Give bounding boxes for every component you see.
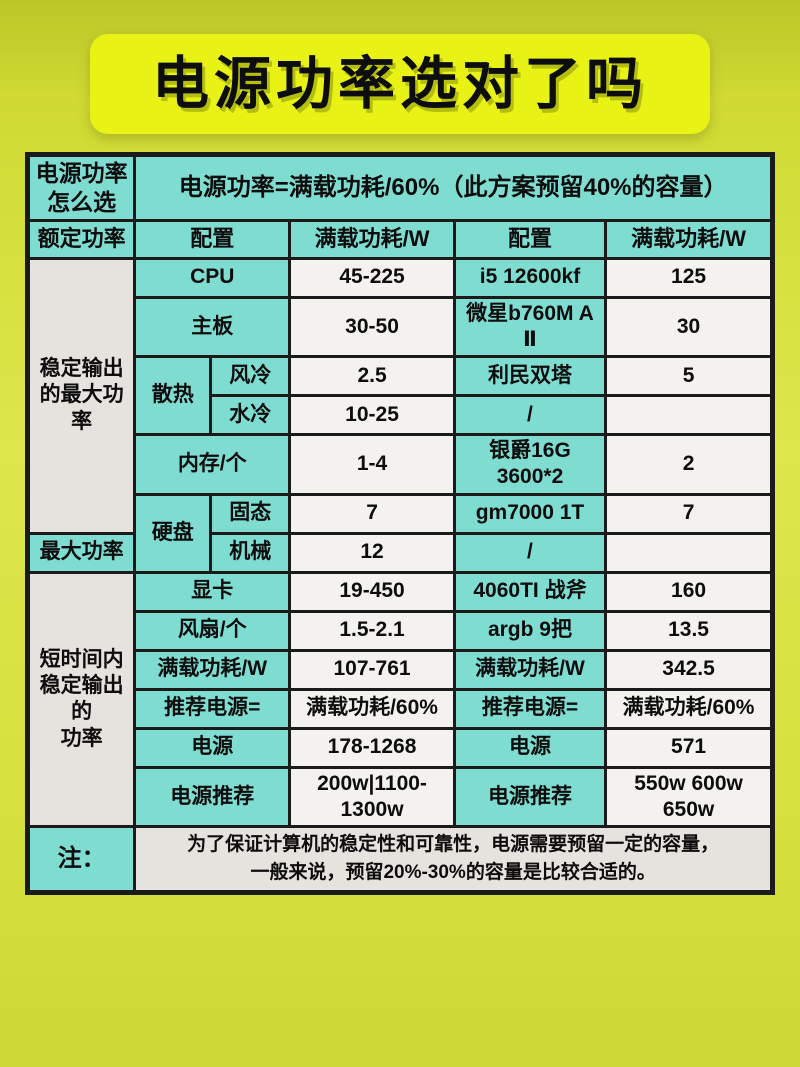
selector-line-1: 电源功率 <box>35 160 128 186</box>
column-header-config-2: 配置 <box>452 218 608 260</box>
cell-range: 178-1268 <box>288 726 456 769</box>
cell-example: 满载功耗/W <box>452 648 608 691</box>
cell-example: / <box>452 394 608 436</box>
table-row-memory: 内存/个 1-4 银爵16G 3600*2 2 <box>28 433 774 496</box>
table-row-psu: 电源 178-1268 电源 571 <box>28 726 774 769</box>
column-header-rated-power: 额定功率 <box>25 218 137 260</box>
cell-label: 推荐电源= <box>133 687 292 730</box>
cell-label: 主板 <box>133 295 292 358</box>
cell-label: 风扇/个 <box>133 609 292 652</box>
cell-label: 电源 <box>133 726 292 769</box>
column-header-config-1: 配置 <box>133 218 292 260</box>
cell-range: 200w|1100-1300w <box>288 765 456 828</box>
cell-range: 10-25 <box>288 394 456 436</box>
cell-example: 推荐电源= <box>452 687 608 730</box>
cell-value <box>604 394 774 436</box>
group-max-power: 最大功率 <box>25 531 137 574</box>
table-row-air-cooling: 散热 风冷 2.5 利民双塔 5 <box>28 355 774 436</box>
table-row-full-load: 满载功耗/W 107-761 满载功耗/W 342.5 <box>28 648 774 691</box>
cell-value: 125 <box>604 256 774 299</box>
table-row-psu-recommendation: 电源推荐 200w|1100-1300w 电源推荐 550w 600w 650w <box>28 765 774 828</box>
cell-label: 固态 <box>209 492 292 535</box>
cell-label: 满载功耗/W <box>133 648 292 691</box>
table-row-cpu: 稳定输出 的最大功率 CPU 45-225 i5 12600kf 125 <box>25 256 774 535</box>
row-column-headers: 额定功率 配置 满载功耗/W 配置 满载功耗/W <box>25 218 774 260</box>
cell-example: / <box>452 531 608 574</box>
cell-example: i5 12600kf <box>452 256 608 299</box>
cell-value <box>604 531 774 574</box>
cell-example: 电源推荐 <box>452 765 608 828</box>
group-stable-output: 稳定输出 的最大功率 <box>25 256 137 535</box>
cell-example: 4060TI 战斧 <box>452 570 608 613</box>
cell-example: 银爵16G 3600*2 <box>452 433 608 496</box>
cell-value: 30 <box>604 295 774 358</box>
page-title: 电源功率选对了吗 <box>152 51 648 116</box>
cell-example: 电源 <box>452 726 608 769</box>
cell-selector-label: 电源功率 怎么选 <box>25 153 137 222</box>
note-text: 为了保证计算机的稳定性和可靠性，电源需要预留一定的容量， 一般来说，预留20%-… <box>133 825 774 894</box>
cell-range: 满载功耗/60% <box>288 687 456 730</box>
table-row-ssd: 硬盘 固态 7 gm7000 1T 7 <box>28 492 774 574</box>
cell-label: 内存/个 <box>133 433 292 496</box>
cell-value: 5 <box>604 355 774 397</box>
cell-range: 1-4 <box>288 433 456 496</box>
cell-value: 160 <box>604 570 774 613</box>
cell-example: 微星b760M A Ⅱ <box>452 295 608 358</box>
selector-line-2: 怎么选 <box>47 188 117 215</box>
cell-value: 550w 600w 650w <box>604 765 774 828</box>
cell-value: 2 <box>604 433 774 496</box>
cell-value: 571 <box>604 726 774 769</box>
cell-value: 7 <box>604 492 774 535</box>
cell-range: 45-225 <box>288 256 456 299</box>
row-formula: 电源功率 怎么选 电源功率=满载功耗/60%（此方案预留40%的容量） <box>25 153 774 222</box>
cell-range: 19-450 <box>288 570 456 613</box>
cell-range: 107-761 <box>288 648 456 691</box>
cell-range: 12 <box>288 531 456 574</box>
cell-value: 满载功耗/60% <box>604 687 774 730</box>
cell-label: 风冷 <box>209 355 292 397</box>
cell-label: CPU <box>133 256 292 299</box>
cell-range: 30-50 <box>288 295 456 358</box>
table-row-fans: 风扇/个 1.5-2.1 argb 9把 13.5 <box>28 609 774 652</box>
title-banner: 电源功率选对了吗 <box>90 34 710 134</box>
column-header-load-1: 满载功耗/W <box>288 218 456 260</box>
cell-example: argb 9把 <box>452 609 608 652</box>
table-row-gpu: 短时间内 稳定输出的 功率 显卡 19-450 4060TI 战斧 160 <box>25 570 774 828</box>
row-note: 注： 为了保证计算机的稳定性和可靠性，电源需要预留一定的容量， 一般来说，预留2… <box>25 825 774 894</box>
table-row-hdd: 最大功率 机械 12 / <box>25 531 774 574</box>
cell-label: 机械 <box>209 531 292 574</box>
table-row-recommended-psu: 推荐电源= 满载功耗/60% 推荐电源= 满载功耗/60% <box>28 687 774 730</box>
group-cooling: 散热 <box>133 355 213 436</box>
table-row-water-cooling: 水冷 10-25 / <box>28 394 774 436</box>
cell-example: 利民双塔 <box>452 355 608 397</box>
cell-range: 1.5-2.1 <box>288 609 456 652</box>
cell-example: gm7000 1T <box>452 492 608 535</box>
cell-value: 342.5 <box>604 648 774 691</box>
cell-range: 2.5 <box>288 355 456 397</box>
column-header-load-2: 满载功耗/W <box>604 218 774 260</box>
table-row-motherboard: 主板 30-50 微星b760M A Ⅱ 30 <box>28 295 774 358</box>
cell-label: 显卡 <box>133 570 292 613</box>
cell-label: 水冷 <box>209 394 292 436</box>
power-table: 电源功率 怎么选 电源功率=满载功耗/60%（此方案预留40%的容量） 额定功率… <box>25 152 775 895</box>
cell-formula: 电源功率=满载功耗/60%（此方案预留40%的容量） <box>133 153 774 222</box>
note-label: 注： <box>25 825 137 894</box>
cell-value: 13.5 <box>604 609 774 652</box>
cell-range: 7 <box>288 492 456 535</box>
group-short-time: 短时间内 稳定输出的 功率 <box>25 570 137 828</box>
cell-label: 电源推荐 <box>133 765 292 828</box>
group-disk: 硬盘 <box>133 492 213 574</box>
